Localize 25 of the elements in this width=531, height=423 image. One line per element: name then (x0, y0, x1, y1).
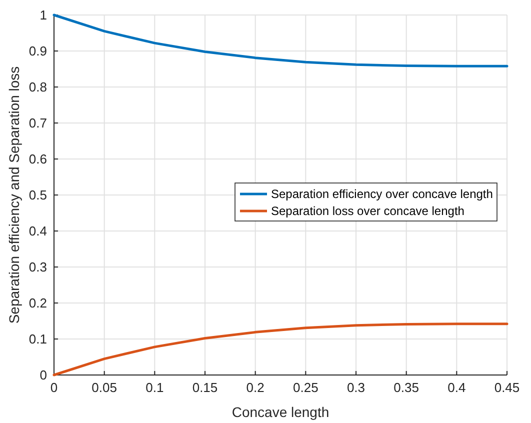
y-tick-label: 0.2 (28, 296, 47, 310)
x-tick-label: 0.1 (146, 380, 164, 395)
x-tick-label: 0.35 (394, 380, 419, 395)
y-tick-label: 0.3 (28, 260, 47, 274)
x-tick-label: 0.15 (192, 380, 218, 395)
x-tick-label: 0.4 (448, 380, 466, 395)
y-tick-label: 0.1 (28, 332, 47, 346)
y-tick-label: 0.9 (28, 44, 47, 58)
x-tick-label: 0.05 (92, 380, 117, 395)
y-tick-label: 0.7 (28, 116, 47, 130)
y-tick-label: 0.5 (28, 188, 47, 202)
y-tick-label: 0.4 (28, 224, 47, 238)
x-tick-label: 0.3 (346, 380, 366, 395)
legend-label: Separation efficiency over concave length (271, 187, 493, 201)
x-tick-label: 0.25 (293, 380, 318, 395)
y-tick-label: 0.6 (28, 152, 47, 166)
x-axis-title: Concave length (232, 404, 330, 420)
y-tick-label: 0.8 (28, 80, 47, 94)
y-tick-label: 1 (40, 8, 47, 22)
legend-label: Separation loss over concave length (271, 204, 464, 218)
x-tick-label: 0.45 (494, 380, 520, 395)
y-tick-label: 0 (40, 368, 47, 382)
y-axis-title: Separation efficiency and Separation loss (6, 66, 22, 324)
x-tick-label: 0.2 (246, 380, 264, 395)
x-tick-label: 0 (50, 380, 58, 395)
